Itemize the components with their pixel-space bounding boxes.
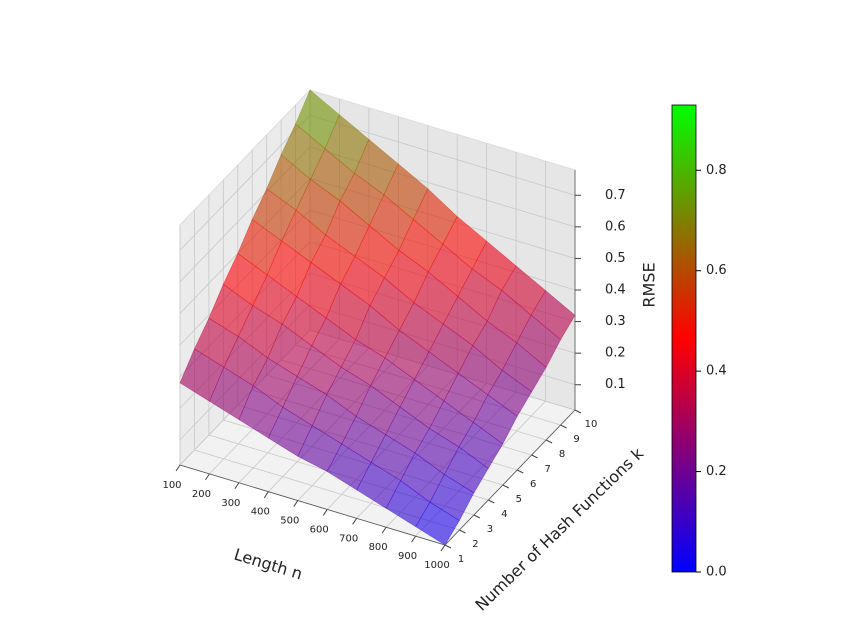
y-tick-label: 10 [585, 419, 598, 430]
axis-line [179, 464, 446, 546]
colorbar-tick-label: 0.4 [706, 364, 727, 379]
x-tick [381, 526, 387, 534]
z-axis-label: RMSE [640, 262, 659, 307]
x-tick [322, 509, 328, 516]
y-tick [574, 409, 582, 414]
y-tick-label: 9 [573, 434, 579, 445]
x-tick-label: 400 [251, 507, 270, 518]
y-tick-label: 6 [530, 479, 536, 490]
x-axis-label: Length n [232, 545, 305, 584]
y-tick-label: 4 [501, 509, 507, 520]
surface-patch [516, 314, 561, 368]
x-tick-label: 600 [310, 524, 329, 535]
grid-line [179, 114, 311, 251]
z-tick-label: 0.4 [605, 283, 626, 298]
x-tick [411, 535, 416, 543]
y-tick [502, 484, 510, 489]
surface-patch [501, 342, 547, 393]
x-tick [263, 491, 269, 498]
y-tick-label: 2 [472, 539, 478, 550]
y-tick [473, 514, 481, 519]
x-tick [293, 500, 299, 507]
x-tick-label: 900 [398, 551, 417, 562]
z-tick-label: 0.1 [605, 377, 626, 392]
y-tick [444, 544, 452, 549]
colorbar-tick-label: 0.8 [706, 163, 727, 178]
x-tick [205, 473, 210, 481]
surface-patch [415, 501, 460, 546]
y-tick [560, 424, 567, 429]
y-tick-label: 8 [559, 449, 565, 460]
y-tick [545, 439, 553, 444]
x-tick [440, 544, 446, 552]
z-tick-label: 0.6 [605, 219, 626, 234]
z-tick-label: 0.5 [605, 251, 626, 266]
surface [179, 89, 576, 546]
z-tick-label: 0.3 [605, 314, 626, 329]
x-tick-label: 1000 [424, 560, 449, 571]
y-tick-label: 7 [544, 464, 550, 475]
x-tick-label: 700 [339, 533, 358, 544]
y-tick [488, 499, 495, 504]
y-tick-label: 1 [458, 554, 464, 565]
colorbar [671, 104, 697, 573]
x-tick [234, 482, 240, 490]
x-tick-label: 200 [192, 489, 211, 500]
y-tick-label: 5 [516, 494, 522, 505]
x-tick-label: 100 [162, 480, 181, 491]
y-tick-label: 3 [487, 524, 493, 535]
y-tick [516, 469, 524, 474]
y-tick [459, 529, 466, 534]
colorbar-tick-label: 0.6 [706, 263, 727, 278]
x-tick-label: 800 [369, 542, 388, 553]
z-tick-label: 0.7 [605, 188, 626, 203]
x-tick [352, 518, 358, 525]
axis-line [444, 409, 576, 546]
axis-labels: 100 200 300 400 500 600 700 800 900 1000 123456789… [162, 170, 626, 571]
x-tick-label: 500 [280, 516, 299, 527]
z-tick-label: 0.2 [605, 346, 626, 361]
x-tick-label: 300 [221, 498, 240, 509]
colorbar-tick-label: 0.0 [706, 565, 727, 580]
y-tick [531, 454, 538, 459]
x-tick [175, 464, 181, 472]
colorbar-tick-label: 0.2 [706, 464, 727, 479]
